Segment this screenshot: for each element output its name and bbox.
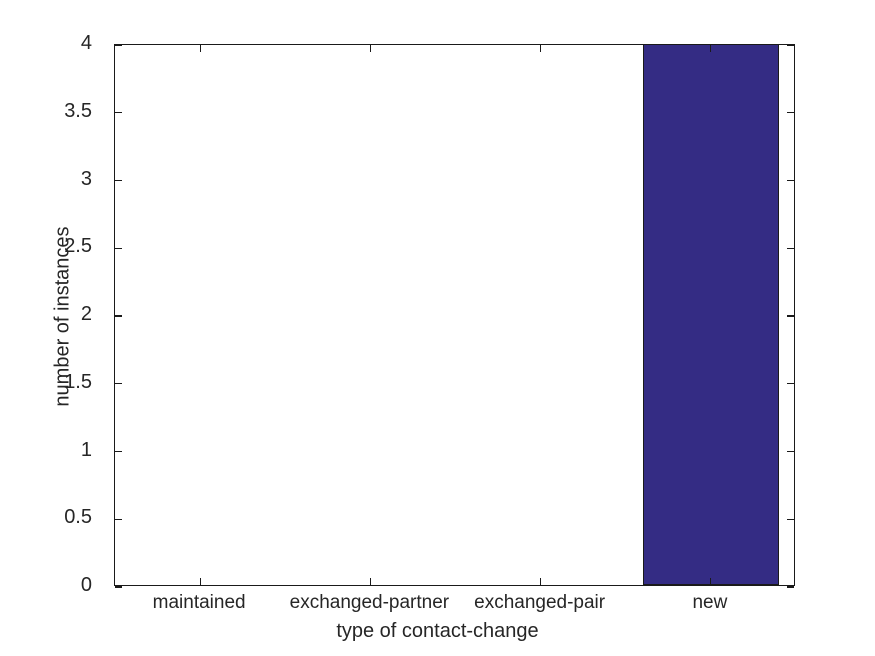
y-tick-mark <box>115 44 122 46</box>
y-tick-label: 3.5 <box>64 99 92 122</box>
x-tick-mark <box>369 578 371 585</box>
y-tick-label: 0 <box>80 574 92 596</box>
y-axis-title: number of instances <box>51 226 74 407</box>
x-tick-label-exchanged-pair: exchanged-pair <box>474 592 606 613</box>
x-tick-label-exchanged-partner: exchanged-partner <box>289 592 450 613</box>
y-tick-label: 2 <box>80 303 92 325</box>
y-tick-mark <box>787 247 794 249</box>
y-tick-label: 0.5 <box>64 506 92 529</box>
x-tick-label-new: new <box>692 592 728 613</box>
y-tick-mark <box>115 315 122 317</box>
x-tick-mark <box>710 578 712 585</box>
x-tick-mark <box>540 45 542 52</box>
x-tick-mark <box>199 578 201 585</box>
y-tick-mark <box>787 450 794 453</box>
y-tick-label: 1.5 <box>64 370 92 393</box>
x-tick-mark <box>199 45 201 52</box>
y-tick-mark <box>787 383 794 385</box>
y-tick-mark <box>115 586 122 588</box>
x-tick-mark <box>540 578 542 585</box>
y-tick-mark <box>115 112 122 114</box>
y-tick-label: 2.5 <box>64 235 92 258</box>
y-tick-mark <box>115 450 122 453</box>
y-tick-mark <box>787 179 794 182</box>
bars-layer <box>115 45 794 585</box>
y-tick-mark <box>787 518 794 520</box>
y-tick-mark <box>115 247 122 249</box>
x-tick-mark <box>369 45 371 52</box>
y-tick-label: 1 <box>80 438 92 461</box>
y-tick-mark <box>115 383 122 385</box>
y-tick-mark <box>115 518 122 520</box>
y-tick-mark <box>787 586 794 588</box>
y-tick-label: 4 <box>80 32 92 54</box>
y-tick-mark <box>115 179 122 182</box>
y-tick-mark <box>787 315 794 317</box>
plot-area <box>114 44 795 588</box>
y-tick-mark <box>787 112 794 114</box>
x-tick-mark <box>710 45 712 52</box>
x-tick-label-maintained: maintained <box>152 592 246 613</box>
y-tick-mark <box>787 44 794 46</box>
bar-new <box>642 45 779 585</box>
x-axis-title: type of contact-change <box>336 620 539 642</box>
y-tick-label: 3 <box>80 167 92 190</box>
